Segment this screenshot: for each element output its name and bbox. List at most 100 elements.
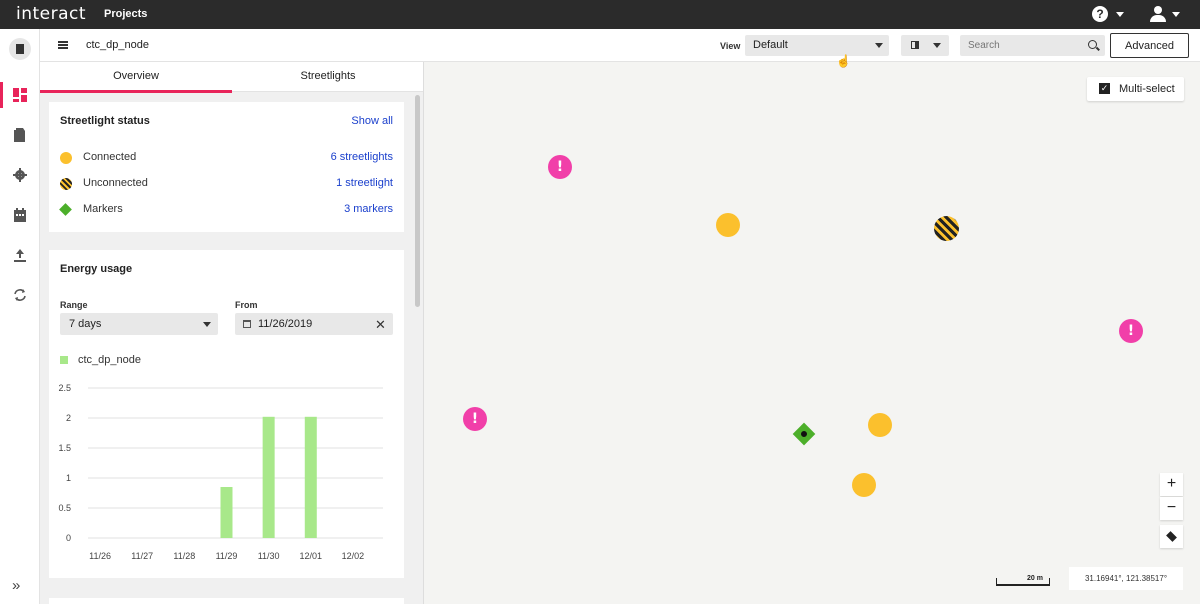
status-link[interactable]: 6 streetlights xyxy=(330,151,393,163)
chevron-down-icon xyxy=(933,43,941,48)
layers-icon xyxy=(1166,531,1177,542)
tab-streetlights[interactable]: Streetlights xyxy=(300,70,356,82)
status-label: Unconnected xyxy=(83,177,148,189)
calendar-icon xyxy=(243,320,251,328)
y-tick-label: 2.5 xyxy=(58,383,71,393)
range-select[interactable]: 7 days xyxy=(60,313,218,335)
unconnected-dot-icon xyxy=(60,178,72,190)
user-icon[interactable] xyxy=(1149,5,1167,23)
legend-swatch xyxy=(60,356,68,364)
alert-marker-icon[interactable]: ! xyxy=(548,155,572,179)
x-tick-label: 11/27 xyxy=(131,551,153,561)
rail-item-dashboard[interactable] xyxy=(0,82,40,108)
project-icon[interactable] xyxy=(9,38,31,60)
x-tick-label: 12/01 xyxy=(300,551,323,561)
tab-overview[interactable]: Overview xyxy=(113,70,159,82)
document-icon xyxy=(14,128,25,142)
view-select-value: Default xyxy=(753,39,788,51)
app-logo[interactable]: interact xyxy=(16,4,87,24)
side-panel: Overview Streetlights Streetlight status… xyxy=(40,62,424,604)
status-link[interactable]: 1 streetlight xyxy=(336,177,393,189)
rail-item-upload[interactable] xyxy=(0,242,40,268)
panel-tabs: Overview Streetlights xyxy=(40,62,423,93)
top-bar: interact Projects ? xyxy=(0,0,1200,29)
status-row-markers: Markers 3 markers xyxy=(59,202,393,218)
calendar-icon xyxy=(14,208,26,222)
range-value: 7 days xyxy=(69,318,102,330)
map-canvas[interactable]: ! ! ! ✓ Multi-select + − 20 m 31.16941°,… xyxy=(424,62,1200,604)
x-tick-label: 11/30 xyxy=(258,551,280,561)
menu-icon[interactable] xyxy=(58,41,68,49)
advanced-button[interactable]: Advanced xyxy=(1110,33,1189,58)
clear-icon[interactable]: ✕ xyxy=(375,317,386,332)
checkbox-checked-icon: ✓ xyxy=(1099,83,1110,94)
map-scale-bar: 20 m xyxy=(996,575,1050,586)
alert-marker-icon[interactable]: ! xyxy=(463,407,487,431)
multi-select-toggle[interactable]: ✓ Multi-select xyxy=(1087,77,1184,101)
help-icon[interactable]: ? xyxy=(1092,6,1108,22)
chart-bar[interactable] xyxy=(220,487,233,538)
search-input[interactable] xyxy=(960,35,1105,56)
y-tick-label: 0 xyxy=(66,533,71,543)
chart-bar[interactable] xyxy=(262,416,275,538)
upload-icon xyxy=(14,249,26,262)
zoom-in-button[interactable]: + xyxy=(1160,473,1183,496)
status-link[interactable]: 3 markers xyxy=(344,203,393,215)
layers-button[interactable] xyxy=(1160,525,1183,548)
y-tick-label: 1 xyxy=(66,473,71,483)
sub-header: ctc_dp_node View Default Advanced xyxy=(40,29,1200,62)
scale-label: 20 m xyxy=(1027,575,1043,582)
connected-streetlight-marker[interactable] xyxy=(716,213,740,237)
status-label: Connected xyxy=(83,151,137,163)
panel-scrollbar[interactable] xyxy=(415,95,420,307)
settings-icon xyxy=(13,168,27,182)
rail-item-sync[interactable] xyxy=(0,282,40,308)
y-tick-label: 0.5 xyxy=(58,503,71,513)
status-row-unconnected: Unconnected 1 streetlight xyxy=(60,176,393,192)
search-icon[interactable] xyxy=(1088,40,1097,49)
rail-item-settings[interactable] xyxy=(0,162,40,188)
energy-usage-card: Energy usage Range From 7 days 11/26/201… xyxy=(49,250,404,578)
card-title: Streetlight status xyxy=(60,115,150,127)
legend-label: ctc_dp_node xyxy=(78,354,141,366)
chart-bar[interactable] xyxy=(304,416,317,538)
next-card xyxy=(49,598,404,604)
x-tick-label: 11/26 xyxy=(89,551,111,561)
expand-rail-icon[interactable]: » xyxy=(12,577,21,594)
from-label: From xyxy=(235,300,258,310)
range-label: Range xyxy=(60,300,88,310)
show-all-link[interactable]: Show all xyxy=(351,115,393,127)
streetlight-status-card: Streetlight status Show all Connected 6 … xyxy=(49,102,404,232)
energy-chart: 0 0.5 1 1.5 2 2.5 11/26 11/27 11/28 11/29 11/30 12/… xyxy=(58,383,383,561)
marker-diamond-icon xyxy=(59,203,72,216)
split-view-icon xyxy=(911,41,919,49)
unconnected-streetlight-marker[interactable] xyxy=(934,216,959,241)
card-title: Energy usage xyxy=(60,263,133,275)
connected-dot-icon xyxy=(60,152,72,164)
rail-item-calendar[interactable] xyxy=(0,202,40,228)
multi-select-label: Multi-select xyxy=(1119,83,1175,95)
alert-marker-icon[interactable]: ! xyxy=(1119,319,1143,343)
from-date-value: 11/26/2019 xyxy=(258,318,313,330)
user-menu-chevron-icon[interactable] xyxy=(1172,12,1180,17)
project-name: ctc_dp_node xyxy=(86,39,149,51)
connected-streetlight-marker[interactable] xyxy=(852,473,876,497)
active-tab-indicator xyxy=(40,90,232,93)
x-tick-label: 11/29 xyxy=(216,551,238,561)
layout-toggle-button[interactable] xyxy=(901,35,949,56)
view-label: View xyxy=(720,41,741,51)
status-label: Markers xyxy=(83,203,123,215)
marker-diamond-icon[interactable] xyxy=(792,422,816,446)
y-tick-label: 2 xyxy=(66,413,71,423)
sync-icon xyxy=(14,289,26,301)
chevron-down-icon xyxy=(875,43,883,48)
connected-streetlight-marker[interactable] xyxy=(868,413,892,437)
help-menu-chevron-icon[interactable] xyxy=(1116,12,1124,17)
from-date-field[interactable]: 11/26/2019 ✕ xyxy=(235,313,393,335)
view-select[interactable]: Default xyxy=(745,35,889,56)
rail-item-documents[interactable] xyxy=(0,122,40,148)
zoom-out-button[interactable]: − xyxy=(1160,497,1183,520)
y-tick-label: 1.5 xyxy=(58,443,71,453)
dashboard-icon xyxy=(13,88,27,102)
nav-projects-link[interactable]: Projects xyxy=(104,8,148,20)
